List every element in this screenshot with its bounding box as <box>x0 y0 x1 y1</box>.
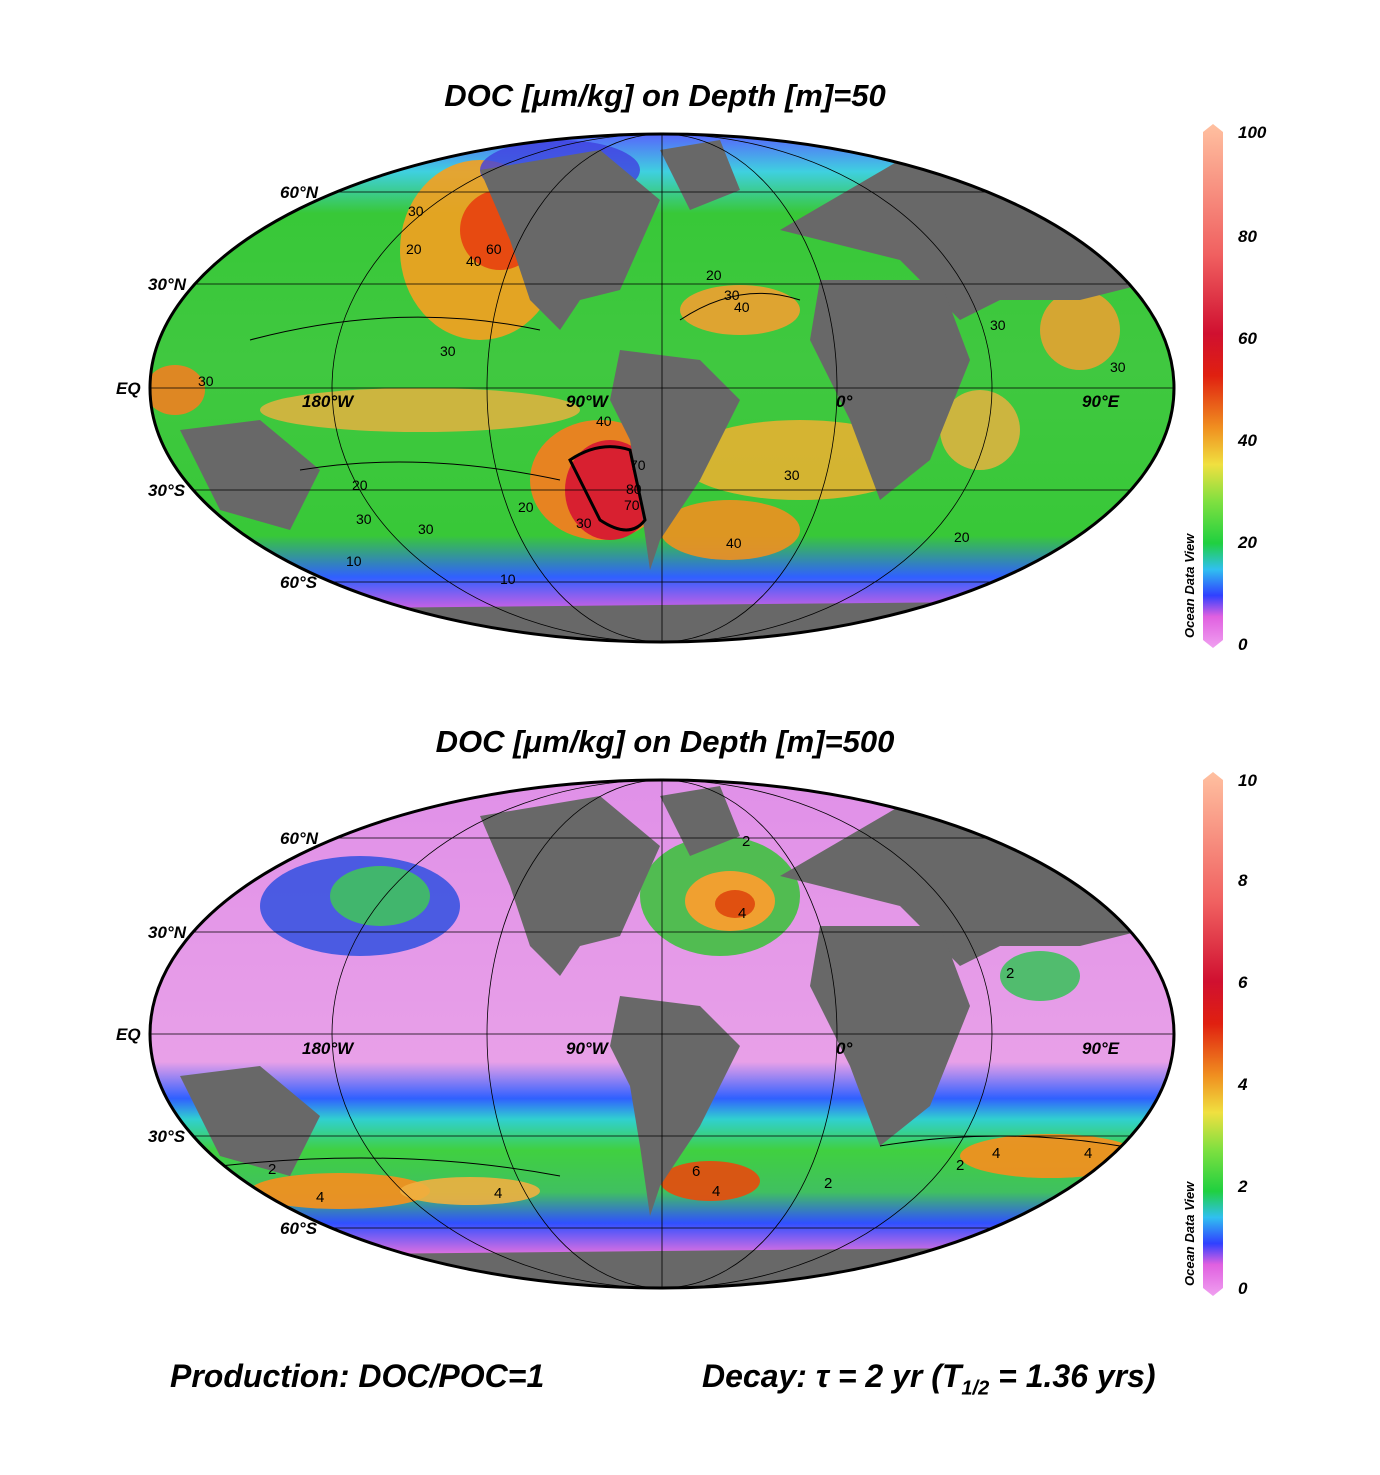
lat-label-eq: EQ <box>116 379 141 398</box>
landmass-greenland <box>660 786 740 856</box>
contour-label: 40 <box>466 253 482 269</box>
colorbar-tick: 60 <box>1238 329 1257 348</box>
colorbar-tick: 0 <box>1238 1279 1248 1298</box>
lat-label-60n: 60°N <box>280 829 319 848</box>
landmass-south-america <box>610 996 740 1216</box>
lon-label-0: 0° <box>836 1039 852 1058</box>
colorbar-tick: 8 <box>1238 871 1248 890</box>
contour-label: 20 <box>954 529 970 545</box>
landmass-africa <box>810 280 970 500</box>
panel-1-colorbar: 0 20 40 60 80 100 Ocean Data View <box>1182 123 1267 654</box>
landmass-north-america <box>480 150 660 380</box>
lon-label-90w: 90°W <box>566 1039 610 1058</box>
lat-label-30n: 30°N <box>148 923 187 942</box>
contour-label: 30 <box>356 511 372 527</box>
contour-label: 6 <box>692 1163 700 1180</box>
contour-label: 2 <box>956 1157 964 1174</box>
contour-label: 4 <box>712 1183 720 1200</box>
panel-2-colorbar: 0 2 4 6 8 10 Ocean Data View <box>1182 771 1257 1298</box>
colorbar-ramp <box>1203 124 1223 648</box>
footer-decay-suffix: = 1.36 yrs) <box>989 1358 1156 1394</box>
contour-label: 4 <box>992 1145 1000 1162</box>
panel-2-title: DOC [μm/kg] on Depth [m]=500 <box>435 724 895 759</box>
contour-label: 4 <box>494 1185 502 1202</box>
lon-label-180w: 180°W <box>302 392 355 411</box>
contour-label: 30 <box>784 467 800 483</box>
colorbar-tick: 4 <box>1237 1075 1248 1094</box>
lat-label-60n: 60°N <box>280 183 319 202</box>
lat-label-30s: 30°S <box>148 1127 186 1146</box>
panel-1-map: 60°N 30°N EQ 30°S 60°S 180°W 90°W 0° 90°… <box>116 132 1176 644</box>
contour-label: 30 <box>1110 359 1126 375</box>
contour-label: 2 <box>268 1161 276 1178</box>
contour-label: 80 <box>626 481 642 497</box>
contour-label: 40 <box>596 413 612 429</box>
contour-label: 60 <box>486 241 502 257</box>
footer-decay-subscript: 1/2 <box>961 1377 990 1400</box>
contour-label: 20 <box>706 267 722 283</box>
panel-2-map: 60°N 30°N EQ 30°S 60°S 180°W 90°W 0° 90°… <box>116 778 1176 1290</box>
contour-label: 2 <box>824 1175 832 1192</box>
footer-decay-text: τ = 2 yr (T <box>815 1358 962 1394</box>
lon-label-90w: 90°W <box>566 392 610 411</box>
panel-1-title: DOC [μm/kg] on Depth [m]=50 <box>444 78 886 113</box>
colorbar-tick: 6 <box>1238 973 1248 992</box>
contour-label: 30 <box>440 343 456 359</box>
lon-label-90e: 90°E <box>1082 1039 1120 1058</box>
contour-label: 4 <box>738 905 746 922</box>
lat-label-60s: 60°S <box>280 1219 318 1238</box>
colorbar-tick: 10 <box>1238 771 1257 790</box>
footer-decay: Decay: τ = 2 yr (T1/2 = 1.36 yrs) <box>702 1358 1156 1400</box>
lat-label-eq: EQ <box>116 1025 141 1044</box>
contour-label: 2 <box>1006 965 1014 982</box>
colorbar-tick: 40 <box>1237 431 1257 450</box>
contour-label: 4 <box>316 1189 324 1206</box>
contour-label: 10 <box>346 553 362 569</box>
colorbar-watermark: Ocean Data View <box>1182 1181 1197 1286</box>
colorbar-ramp <box>1203 772 1223 1296</box>
contour-label: 2 <box>742 833 750 850</box>
contour-label: 40 <box>726 535 742 551</box>
landmass-greenland <box>660 140 740 210</box>
contour-label: 40 <box>734 299 750 315</box>
lat-label-30n: 30°N <box>148 275 187 294</box>
colorbar-tick: 20 <box>1237 533 1257 552</box>
contour-label: 4 <box>1084 1145 1092 1162</box>
footer-production: Production: DOC/POC=1 <box>170 1358 545 1394</box>
lon-label-90e: 90°E <box>1082 392 1120 411</box>
contour-label: 30 <box>198 373 214 389</box>
contour-label: 30 <box>418 521 434 537</box>
landmass-north-america <box>480 796 660 1026</box>
contour-label: 20 <box>518 499 534 515</box>
contour-label: 30 <box>576 515 592 531</box>
panel-1-contour-labels: 30 20 40 60 30 20 30 40 30 30 30 40 70 8… <box>198 203 1126 587</box>
landmass-australia <box>180 420 320 530</box>
lat-label-30s: 30°S <box>148 481 186 500</box>
lon-label-0: 0° <box>836 392 852 411</box>
landmass-africa <box>810 926 970 1146</box>
colorbar-tick: 0 <box>1238 635 1248 654</box>
footer-decay-prefix: Decay: <box>702 1358 807 1394</box>
contour-label: 70 <box>624 497 640 513</box>
lon-label-180w: 180°W <box>302 1039 355 1058</box>
contour-label: 20 <box>406 241 422 257</box>
lat-label-60s: 60°S <box>280 573 318 592</box>
contour-label: 20 <box>352 477 368 493</box>
colorbar-watermark: Ocean Data View <box>1182 533 1197 638</box>
contour-label: 30 <box>408 203 424 219</box>
colorbar-tick: 2 <box>1237 1177 1248 1196</box>
colorbar-tick: 100 <box>1238 123 1267 142</box>
contour-label: 70 <box>630 457 646 473</box>
contour-label: 30 <box>724 287 740 303</box>
contour-label: 30 <box>990 317 1006 333</box>
panel-2-contour-labels: 2 4 2 2 4 4 6 4 2 2 4 4 <box>268 833 1092 1206</box>
contour-label: 10 <box>500 571 516 587</box>
colorbar-tick: 80 <box>1238 227 1257 246</box>
landmass-australia <box>180 1066 320 1176</box>
